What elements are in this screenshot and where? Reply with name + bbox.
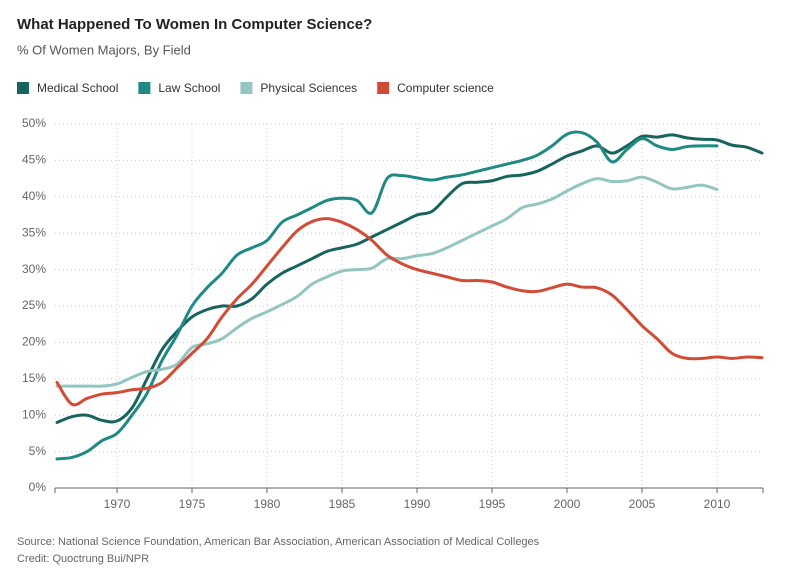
legend-label: Physical Sciences <box>260 81 357 95</box>
legend-swatch <box>17 82 29 94</box>
y-tick-label: 25% <box>22 298 46 312</box>
x-tick-label: 1990 <box>404 497 431 511</box>
legend-swatch <box>138 82 151 94</box>
x-tick-label: 2010 <box>704 497 731 511</box>
source: Source: National Science Foundation, Ame… <box>17 536 540 548</box>
x-tick-label: 1975 <box>179 497 206 511</box>
y-tick-label: 20% <box>22 335 46 349</box>
series-line <box>55 175 719 388</box>
y-tick-label: 35% <box>22 225 46 239</box>
y-tick-label: 5% <box>29 444 47 458</box>
y-tick-label: 45% <box>22 153 46 167</box>
y-tick-label: 30% <box>22 262 46 276</box>
legend-label: Law School <box>158 81 220 95</box>
series-line <box>55 133 764 424</box>
y-tick-label: 0% <box>29 480 47 494</box>
x-tick-label: 2000 <box>554 497 581 511</box>
y-tick-label: 10% <box>22 407 46 421</box>
credit: Credit: Quoctrung Bui/NPR <box>17 553 149 565</box>
x-tick-label: 1970 <box>104 497 131 511</box>
x-tick-label: 1995 <box>479 497 506 511</box>
legend-label: Computer science <box>397 81 494 95</box>
legend-label: Medical School <box>37 81 118 95</box>
chart-subtitle: % Of Women Majors, By Field <box>17 42 191 57</box>
x-tick-label: 1985 <box>329 497 356 511</box>
series-line <box>55 217 764 407</box>
y-tick-label: 50% <box>22 116 46 130</box>
y-tick-label: 40% <box>22 189 46 203</box>
series-line <box>55 130 719 461</box>
y-tick-label: 15% <box>22 371 46 385</box>
x-tick-label: 2005 <box>629 497 656 511</box>
legend-swatch <box>240 82 253 94</box>
chart-title: What Happened To Women In Computer Scien… <box>17 16 372 33</box>
legend-swatch <box>377 82 390 94</box>
x-tick-label: 1980 <box>254 497 281 511</box>
